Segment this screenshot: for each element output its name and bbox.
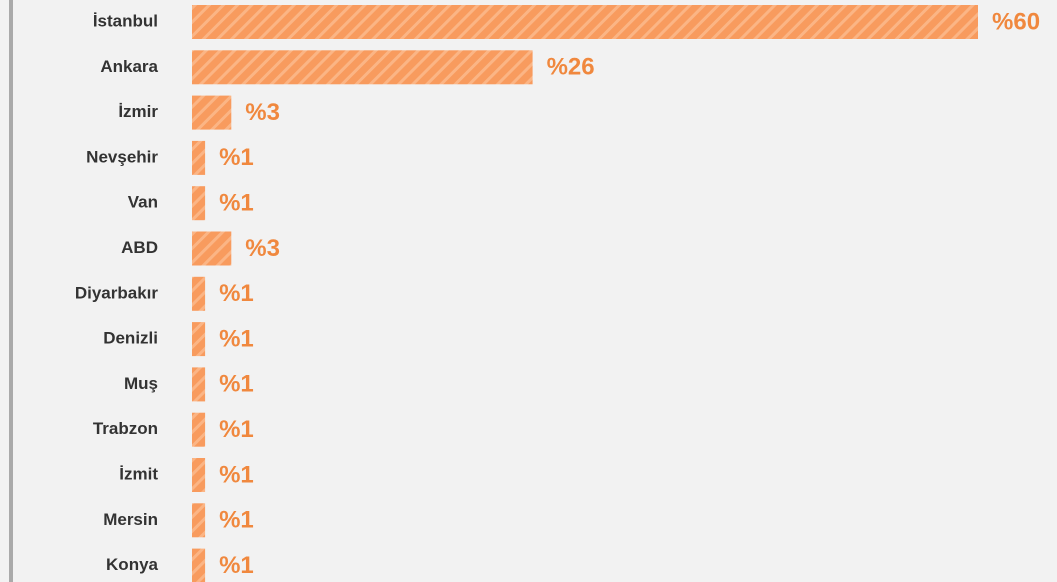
bar xyxy=(192,231,232,266)
category-label: Van xyxy=(128,193,158,212)
value-label: %1 xyxy=(219,461,254,488)
value-label: %1 xyxy=(219,552,254,579)
category-label: Muş xyxy=(124,374,158,393)
value-label: %3 xyxy=(245,235,280,262)
bar xyxy=(192,503,206,538)
category-label: Denizli xyxy=(103,329,158,348)
value-label: %26 xyxy=(547,54,595,81)
category-label: Ankara xyxy=(100,57,158,76)
bar xyxy=(192,140,206,175)
value-label: %1 xyxy=(219,144,254,171)
bar xyxy=(192,458,206,492)
value-label: %1 xyxy=(219,325,254,352)
category-label: Nevşehir xyxy=(86,147,158,166)
value-label: %1 xyxy=(219,416,254,443)
value-label: %3 xyxy=(245,99,280,126)
bar xyxy=(192,5,978,39)
bar xyxy=(192,322,206,357)
category-label: Trabzon xyxy=(93,419,158,438)
value-label: %1 xyxy=(219,507,254,534)
bar xyxy=(192,412,206,447)
category-label: Mersin xyxy=(103,510,158,529)
bar xyxy=(192,276,206,311)
bar xyxy=(192,50,533,85)
category-label: İzmit xyxy=(119,464,158,483)
category-label: ABD xyxy=(121,238,158,257)
value-label: %1 xyxy=(219,280,254,307)
category-label: İstanbul xyxy=(93,11,158,30)
category-label: Diyarbakır xyxy=(75,283,159,302)
value-label: %1 xyxy=(219,371,254,398)
category-label: İzmir xyxy=(118,102,158,121)
bar xyxy=(192,548,206,582)
value-label: %60 xyxy=(992,8,1040,35)
bar xyxy=(192,95,232,130)
value-label: %1 xyxy=(219,190,254,217)
bar xyxy=(192,186,206,221)
category-label: Konya xyxy=(106,555,159,574)
bar xyxy=(192,367,206,402)
